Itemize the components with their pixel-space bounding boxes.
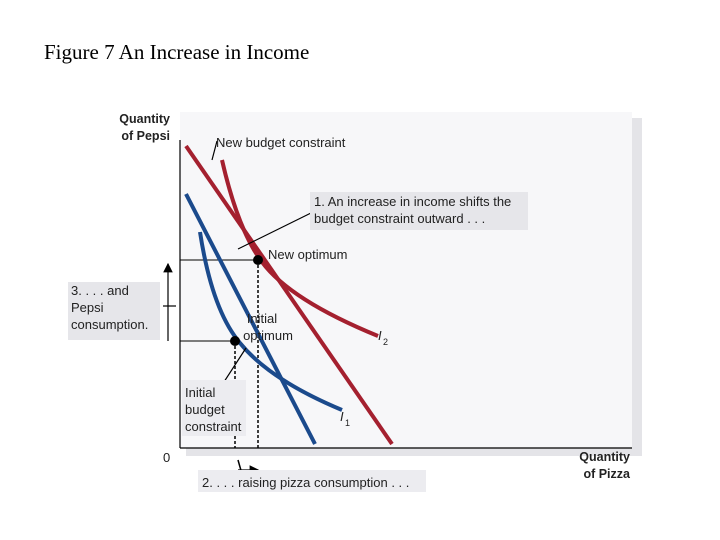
leader-line <box>221 347 247 386</box>
label: Initial <box>185 385 215 400</box>
initial-budget-constraint <box>184 193 317 445</box>
curve-label-subscript: 2 <box>383 337 388 347</box>
indifference-curve-i1 <box>198 231 343 412</box>
leader-line <box>237 211 314 250</box>
curve-label: I <box>340 409 344 424</box>
new-optimum-point <box>253 255 263 265</box>
label: budget <box>185 402 225 417</box>
curve-label: I <box>378 328 382 343</box>
y-axis-label: Quantity <box>119 112 170 126</box>
label: New optimum <box>268 247 347 262</box>
label: New budget constraint <box>216 135 346 150</box>
label: consumption. <box>71 317 148 332</box>
x-axis-label: Quantity <box>579 450 630 464</box>
label: Initial <box>247 311 277 326</box>
leader-line <box>211 140 218 161</box>
new-budget-constraint <box>184 144 394 446</box>
origin-label: 0 <box>163 450 170 465</box>
curve-label-subscript: 1 <box>345 418 350 428</box>
x-axis-label: of Pizza <box>583 467 631 481</box>
label-box <box>310 192 528 230</box>
label-box <box>198 470 426 492</box>
label: 2. . . . raising pizza consumption . . . <box>202 475 409 490</box>
label-box <box>182 380 246 436</box>
label: budget constraint outward . . . <box>314 211 485 226</box>
label: constraint <box>185 419 242 434</box>
label: optimum <box>243 328 293 343</box>
plot-background <box>180 112 632 448</box>
title: Figure 7 An Increase in Income <box>44 40 309 64</box>
label-box <box>68 282 160 340</box>
label: 1. An increase in income shifts the <box>314 194 511 209</box>
y-axis-label: of Pepsi <box>121 129 170 143</box>
label: Pepsi <box>71 300 104 315</box>
initial-optimum-point <box>230 336 240 346</box>
label: 3. . . . and <box>71 283 129 298</box>
